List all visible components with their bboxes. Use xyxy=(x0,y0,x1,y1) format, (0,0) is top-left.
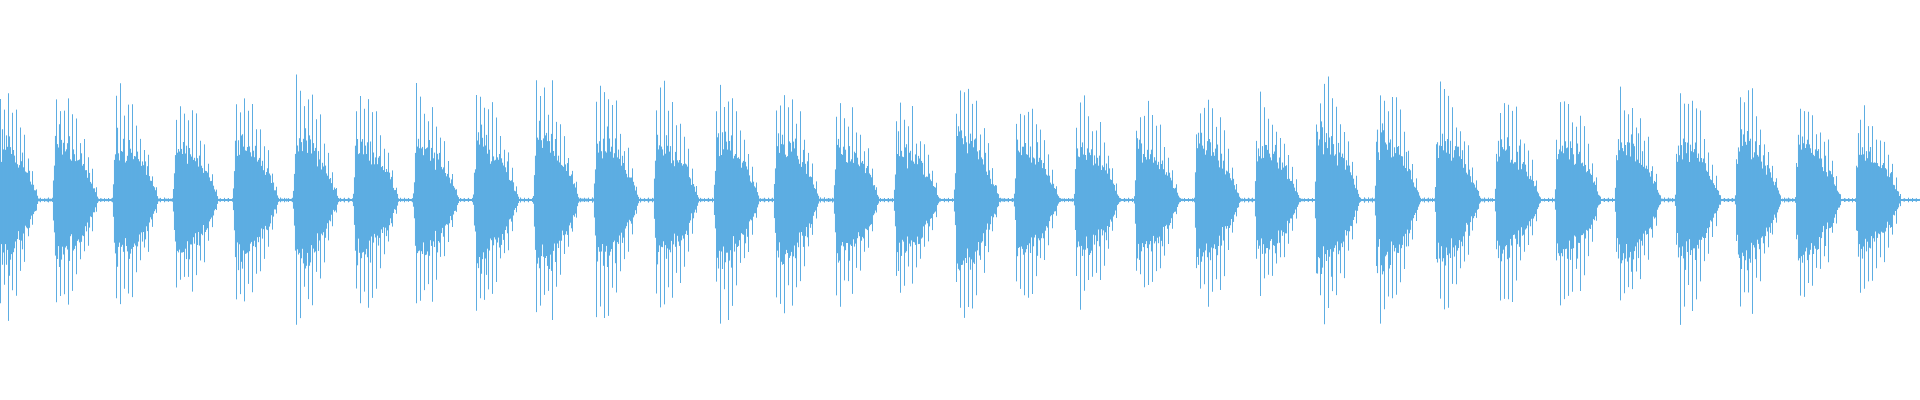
waveform-samples xyxy=(0,74,1920,325)
